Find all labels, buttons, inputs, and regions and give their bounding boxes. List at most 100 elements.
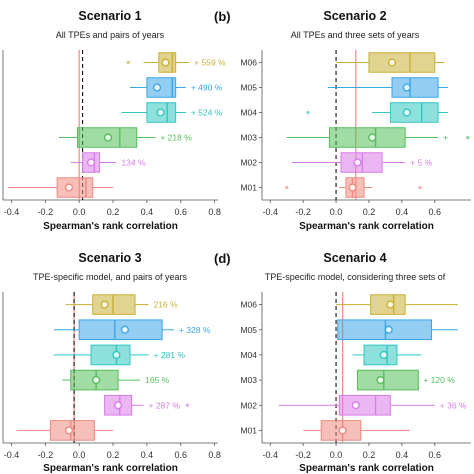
box-m06 bbox=[336, 52, 445, 73]
y-tick-label: M06 bbox=[240, 300, 257, 310]
box-m03 bbox=[62, 369, 141, 391]
x-tick-label: 0.6 bbox=[174, 207, 187, 217]
box-m06 bbox=[126, 52, 190, 73]
panel-title: Scenario 4 bbox=[323, 251, 386, 265]
box-mean-marker bbox=[114, 401, 123, 410]
box-annotation: 216 % bbox=[154, 300, 179, 310]
box-iqr bbox=[337, 319, 433, 341]
box-mean-marker bbox=[152, 83, 162, 92]
plot-area bbox=[16, 292, 190, 443]
x-axis-title: Spearman's rank correlation bbox=[299, 221, 434, 232]
x-axis-title: Spearman's rank correlation bbox=[43, 221, 178, 232]
box-m03 bbox=[58, 127, 156, 148]
box-iqr bbox=[92, 294, 136, 315]
y-tick-label: M06 bbox=[240, 58, 257, 68]
box-m03 bbox=[356, 369, 419, 391]
box-iqr bbox=[391, 77, 439, 98]
box-mean-marker bbox=[386, 300, 395, 309]
box-annotation: 134 % bbox=[121, 158, 146, 168]
outlier-point bbox=[185, 403, 190, 408]
x-tick-label: 0.4 bbox=[396, 207, 409, 217]
box-m02 bbox=[291, 152, 406, 173]
box-mean-marker bbox=[120, 325, 129, 334]
x-tick-label: -0.2 bbox=[38, 450, 54, 460]
y-tick-label: M03 bbox=[240, 133, 257, 143]
x-tick-label: -0.2 bbox=[295, 207, 311, 217]
box-annotation: + 120 % bbox=[423, 375, 455, 385]
box-m04 bbox=[53, 344, 149, 366]
panel-subtitle: All TPEs and pairs of years bbox=[56, 30, 165, 40]
box-iqr bbox=[338, 394, 391, 416]
box-m05 bbox=[327, 77, 448, 98]
panel-4: (d) Scenario 4 TPE-specific model, conside… bbox=[214, 251, 471, 474]
x-tick-label: 0.4 bbox=[141, 450, 154, 460]
box-m04 bbox=[352, 344, 422, 366]
box-iqr bbox=[90, 344, 131, 366]
box-iqr bbox=[368, 52, 436, 73]
outlier-point bbox=[465, 135, 470, 140]
outlier-point bbox=[418, 185, 422, 190]
outlier-point bbox=[284, 185, 289, 190]
panel-title: Scenario 2 bbox=[323, 9, 386, 23]
x-tick-label: 0.2 bbox=[107, 450, 120, 460]
x-tick-label: 0.0 bbox=[73, 450, 86, 460]
plot-area bbox=[284, 50, 470, 200]
box-m03 bbox=[286, 127, 470, 148]
panel-subtitle: All TPEs and three sets of years bbox=[291, 30, 420, 40]
box-mean-marker bbox=[100, 300, 109, 309]
y-tick-label: M02 bbox=[240, 400, 257, 410]
box-m02 bbox=[104, 394, 190, 416]
x-tick-label: 0.6 bbox=[174, 450, 187, 460]
box-annotation: + 36 % bbox=[440, 400, 467, 410]
x-tick-label: 0.8 bbox=[208, 450, 221, 460]
box-m01 bbox=[8, 177, 114, 198]
panel-label: (d) bbox=[214, 251, 231, 266]
x-tick-label: -0.2 bbox=[38, 207, 54, 217]
x-tick-label: -0.4 bbox=[262, 450, 278, 460]
box-mean-marker bbox=[402, 108, 411, 117]
box-mean-marker bbox=[353, 158, 362, 167]
box-m05 bbox=[336, 319, 458, 341]
box-mean-marker bbox=[338, 426, 347, 435]
box-m01 bbox=[16, 420, 114, 441]
x-tick-label: -0.4 bbox=[262, 207, 278, 217]
box-mean-marker bbox=[92, 375, 101, 385]
y-tick-label: M04 bbox=[240, 350, 257, 360]
outlier-point bbox=[306, 110, 310, 115]
x-tick-label: 0.2 bbox=[363, 207, 376, 217]
box-annotation: + 559 % bbox=[194, 58, 226, 68]
box-iqr bbox=[56, 177, 94, 198]
x-tick-label: 0.0 bbox=[330, 450, 343, 460]
box-m02 bbox=[278, 394, 435, 416]
box-annotation: + 218 % bbox=[160, 133, 192, 143]
x-tick-label: 0.8 bbox=[208, 207, 221, 217]
box-mean-marker bbox=[376, 375, 385, 385]
panel-subtitle: TPE-specific model, and pairs of years bbox=[33, 272, 188, 282]
box-iqr bbox=[146, 77, 177, 98]
x-tick-label: 0.6 bbox=[429, 207, 442, 217]
x-tick-label: 0.6 bbox=[429, 450, 442, 460]
x-tick-label: -0.4 bbox=[4, 207, 20, 217]
box-mean-marker bbox=[103, 133, 113, 142]
box-mean-marker bbox=[402, 83, 411, 92]
box-annotation: + 328 % bbox=[179, 325, 211, 335]
panel-title: Scenario 1 bbox=[78, 9, 141, 23]
y-tick-label: M01 bbox=[240, 425, 257, 435]
box-mean-marker bbox=[348, 183, 357, 192]
box-iqr bbox=[356, 369, 419, 391]
box-m06 bbox=[65, 294, 149, 315]
box-m06 bbox=[336, 294, 458, 315]
box-annotation: + bbox=[443, 133, 448, 143]
y-tick-label: M05 bbox=[240, 83, 257, 93]
x-tick-label: 0.4 bbox=[396, 450, 409, 460]
box-annotation: + 281 % bbox=[154, 350, 186, 360]
plot-area bbox=[278, 292, 458, 443]
panel-title: Scenario 3 bbox=[78, 251, 141, 265]
x-axis-title: Spearman's rank correlation bbox=[43, 463, 178, 474]
box-mean-marker bbox=[64, 426, 74, 435]
x-tick-label: 0.0 bbox=[73, 207, 86, 217]
box-mean-marker bbox=[384, 325, 393, 334]
x-tick-label: 0.2 bbox=[363, 450, 376, 460]
x-tick-label: 0.2 bbox=[107, 207, 120, 217]
